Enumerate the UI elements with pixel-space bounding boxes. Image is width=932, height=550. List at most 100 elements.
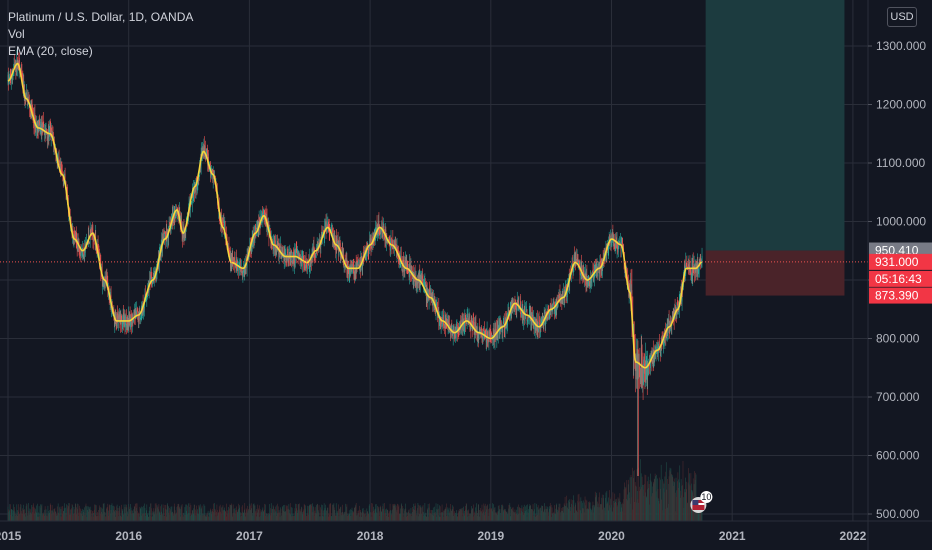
volume-bar	[319, 516, 320, 521]
volume-bar	[589, 502, 590, 521]
candle-body	[599, 269, 600, 274]
volume-bar	[135, 503, 137, 521]
volume-bar	[683, 497, 684, 521]
volume-bar	[367, 513, 369, 521]
volume-bar	[146, 504, 148, 521]
volume-bar	[259, 505, 260, 521]
volume-indicator-label[interactable]: Vol	[8, 27, 25, 41]
volume-bar	[534, 509, 535, 521]
volume-bar	[672, 475, 673, 521]
volume-bar	[651, 496, 653, 521]
candle-body	[457, 324, 458, 334]
volume-bar	[33, 503, 34, 521]
volume-bar	[484, 505, 486, 521]
volume-bar	[347, 515, 349, 521]
volume-bar	[635, 485, 636, 521]
volume-bar	[134, 506, 136, 521]
volume-bar	[40, 504, 41, 521]
candle-body	[287, 251, 288, 253]
volume-bar	[99, 507, 101, 521]
long-position-tool[interactable]	[705, 0, 845, 296]
volume-bar	[466, 504, 467, 521]
candle-body	[566, 296, 568, 297]
volume-bar	[65, 512, 67, 521]
volume-bar	[666, 489, 668, 521]
volume-bar	[68, 514, 70, 521]
candle-body	[363, 253, 365, 254]
volume-bar	[137, 510, 138, 521]
volume-bar	[455, 515, 457, 521]
volume-bar	[469, 514, 470, 521]
volume-bar	[316, 503, 318, 521]
volume-bar	[281, 515, 283, 521]
candle-body	[687, 263, 689, 267]
candle-body	[443, 314, 444, 326]
volume-bar	[542, 505, 543, 521]
volume-bar	[435, 503, 437, 521]
volume-bar	[99, 505, 100, 521]
volume-bar	[450, 509, 452, 521]
candle-body	[646, 367, 647, 377]
volume-bar	[152, 516, 153, 521]
volume-bar	[388, 511, 390, 521]
volume-bar	[367, 511, 369, 521]
volume-bar	[450, 504, 451, 521]
candle-body	[318, 241, 320, 244]
volume-bar	[321, 505, 323, 521]
candle-body	[444, 326, 445, 328]
volume-bar	[185, 504, 187, 521]
candle-body	[500, 327, 502, 331]
currency-button[interactable]: USD	[887, 7, 917, 27]
volume-bar	[519, 507, 520, 521]
volume-bar	[466, 510, 468, 521]
symbol-title[interactable]: Platinum / U.S. Dollar, 1D, OANDA	[8, 10, 194, 24]
volume-bar	[620, 501, 621, 521]
volume-bar	[55, 511, 56, 521]
volume-bar	[423, 516, 425, 521]
volume-bar	[182, 516, 184, 521]
volume-bar	[503, 511, 504, 521]
candle-body	[198, 175, 200, 177]
volume-bar	[653, 483, 655, 521]
time-axis[interactable]: 20152016201720182019202020212022	[0, 520, 932, 543]
volume-bar	[201, 505, 203, 521]
candle-body	[351, 267, 353, 273]
candle-body	[261, 213, 263, 215]
candle-body	[325, 220, 327, 231]
volume-bar	[211, 514, 212, 521]
volume-bar	[516, 509, 518, 521]
volume-bar	[571, 503, 572, 521]
candle-body	[637, 350, 638, 381]
volume-bar	[220, 514, 222, 521]
candle-body	[341, 254, 342, 259]
volume-bar	[148, 510, 150, 521]
volume-bar	[523, 504, 525, 521]
economic-event-marker[interactable]: 10	[690, 491, 713, 513]
candle-body	[594, 267, 596, 271]
volume-bar	[73, 506, 75, 521]
volume-bar	[186, 514, 188, 521]
candle-body	[104, 284, 105, 287]
volume-bar	[335, 503, 337, 521]
volume-bar	[646, 496, 648, 521]
volume-bar	[206, 512, 208, 521]
volume-bar	[175, 514, 176, 521]
volume-bar	[562, 512, 564, 521]
volume-bar	[224, 510, 226, 521]
candle-body	[251, 242, 253, 252]
volume-bar	[181, 507, 182, 521]
candle-body	[421, 276, 422, 282]
volume-bar	[221, 507, 222, 521]
volume-bar	[169, 507, 170, 521]
volume-bar	[340, 507, 341, 521]
volume-bar	[78, 512, 80, 521]
candle-body	[313, 246, 315, 252]
volume-bar	[150, 503, 151, 521]
candle-body	[60, 164, 61, 171]
volume-bar	[142, 513, 144, 521]
volume-bar	[204, 505, 206, 521]
volume-bar	[543, 512, 545, 521]
ema-indicator-label[interactable]: EMA (20, close)	[8, 44, 93, 58]
volume-bar	[364, 513, 365, 521]
